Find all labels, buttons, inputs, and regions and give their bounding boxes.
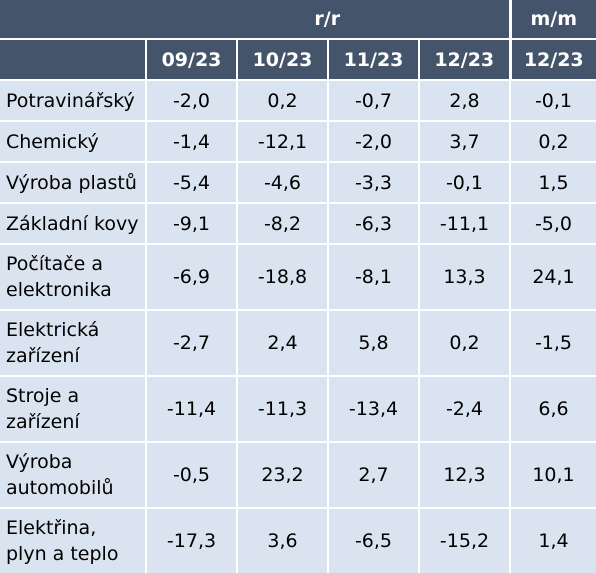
cell-mm: 1,5 — [509, 161, 596, 203]
cell-yy: 3,6 — [237, 507, 329, 573]
cell-yy: 12,3 — [419, 441, 511, 508]
cell-yy: -9,1 — [146, 202, 238, 244]
cell-yy: -8,2 — [237, 202, 329, 244]
cell-yy: 5,8 — [328, 309, 420, 376]
row-label-line: Stroje a — [6, 385, 80, 407]
cell-yy: -6,9 — [146, 243, 238, 310]
row-label-line: automobilů — [6, 477, 114, 499]
table-row: Stroje a zařízení -11,4 -11,3 -13,4 -2,4 … — [0, 375, 596, 442]
cell-yy: -4,6 — [237, 161, 329, 203]
row-label: Základní kovy — [0, 202, 147, 244]
row-label: Výroba plastů — [0, 161, 147, 203]
header-row-periods: 09/23 10/23 11/23 12/23 12/23 — [0, 39, 596, 80]
cell-yy: 13,3 — [419, 243, 511, 310]
row-label-line: Elektrická — [6, 319, 100, 341]
cell-yy: -5,4 — [146, 161, 238, 203]
cell-yy: 2,4 — [237, 309, 329, 376]
header-mm-period: 12/23 — [510, 39, 596, 80]
table-body: Potravinářský -2,0 0,2 -0,7 2,8 -0,1 Che… — [0, 79, 596, 573]
cell-yy: -17,3 — [146, 507, 238, 573]
table-row: Potravinářský -2,0 0,2 -0,7 2,8 -0,1 — [0, 79, 596, 121]
cell-mm: 6,6 — [509, 375, 596, 442]
cell-yy: 2,7 — [328, 441, 420, 508]
table-row: Počítače a elektronika -6,9 -18,8 -8,1 13… — [0, 243, 596, 310]
header-period: 11/23 — [328, 39, 420, 80]
row-label: Potravinářský — [0, 79, 147, 121]
cell-yy: -2,7 — [146, 309, 238, 376]
header-corner-2 — [0, 39, 147, 80]
row-label-line: plyn a teplo — [6, 543, 119, 565]
cell-yy: -0,1 — [419, 161, 511, 203]
row-label-line: Elektřina, — [6, 517, 97, 539]
cell-yy: -18,8 — [237, 243, 329, 310]
cell-yy: -11,3 — [237, 375, 329, 442]
header-period: 09/23 — [146, 39, 238, 80]
row-label-line: Výroba — [6, 451, 73, 473]
row-label-line: elektronika — [6, 279, 112, 301]
table-row: Elektrická zařízení -2,7 2,4 5,8 0,2 -1,5 — [0, 309, 596, 376]
cell-yy: -13,4 — [328, 375, 420, 442]
cell-yy: -2,4 — [419, 375, 511, 442]
row-label: Elektrická zařízení — [0, 309, 147, 376]
header-group-yy: r/r — [146, 0, 512, 40]
row-label: Počítače a elektronika — [0, 243, 147, 310]
row-label-line: zařízení — [6, 411, 80, 433]
row-label: Stroje a zařízení — [0, 375, 147, 442]
cell-yy: -1,4 — [146, 120, 238, 162]
cell-yy: 2,8 — [419, 79, 511, 121]
row-label-line: zařízení — [6, 345, 80, 367]
header-corner — [0, 0, 146, 40]
row-label: Výroba automobilů — [0, 441, 147, 508]
cell-yy: -3,3 — [328, 161, 420, 203]
cell-yy: -15,2 — [419, 507, 511, 573]
cell-yy: -12,1 — [237, 120, 329, 162]
header-period: 12/23 — [419, 39, 512, 80]
cell-mm: 24,1 — [509, 243, 596, 310]
cell-yy: -11,1 — [419, 202, 511, 244]
table-row: Výroba automobilů -0,5 23,2 2,7 12,3 10,1 — [0, 441, 596, 508]
cell-yy: -0,7 — [328, 79, 420, 121]
cell-yy: -8,1 — [328, 243, 420, 310]
table-row: Výroba plastů -5,4 -4,6 -3,3 -0,1 1,5 — [0, 161, 596, 203]
header-row-groups: r/r m/m — [0, 0, 596, 40]
cell-yy: -0,5 — [146, 441, 238, 508]
table-row: Základní kovy -9,1 -8,2 -6,3 -11,1 -5,0 — [0, 202, 596, 244]
cell-yy: 0,2 — [237, 79, 329, 121]
row-label: Chemický — [0, 120, 147, 162]
row-label-line: Počítače a — [6, 253, 104, 275]
table-row: Elektřina, plyn a teplo -17,3 3,6 -6,5 -1… — [0, 507, 596, 573]
header-period: 10/23 — [237, 39, 329, 80]
cell-yy: -11,4 — [146, 375, 238, 442]
cell-mm: 0,2 — [509, 120, 596, 162]
cell-mm: -5,0 — [509, 202, 596, 244]
table-row: Chemický -1,4 -12,1 -2,0 3,7 0,2 — [0, 120, 596, 162]
cell-yy: 0,2 — [419, 309, 511, 376]
row-label: Elektřina, plyn a teplo — [0, 507, 147, 573]
header-group-mm: m/m — [510, 0, 596, 40]
cell-yy: -6,3 — [328, 202, 420, 244]
cell-mm: 10,1 — [509, 441, 596, 508]
cell-mm: 1,4 — [509, 507, 596, 573]
cell-mm: -0,1 — [509, 79, 596, 121]
cell-yy: -2,0 — [146, 79, 238, 121]
cell-yy: -2,0 — [328, 120, 420, 162]
cell-yy: 3,7 — [419, 120, 511, 162]
table-header: r/r m/m 09/23 10/23 11/23 12/23 12/23 — [0, 0, 596, 80]
cell-yy: -6,5 — [328, 507, 420, 573]
cell-yy: 23,2 — [237, 441, 329, 508]
cell-mm: -1,5 — [509, 309, 596, 376]
